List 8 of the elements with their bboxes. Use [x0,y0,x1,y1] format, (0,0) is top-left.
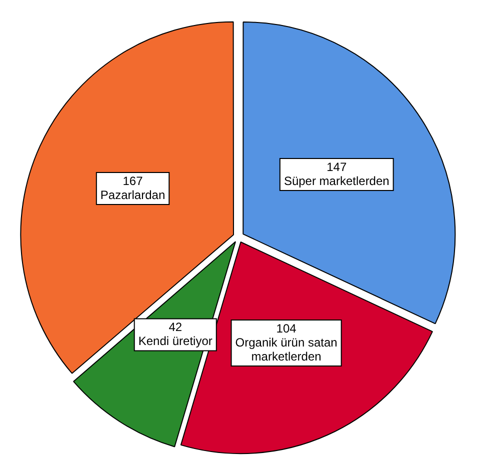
slice-label: Süper marketlerden [284,174,390,188]
data-label: 104 [276,321,297,336]
data-label: 147 [326,160,347,174]
slice-label: Kendi üretiyor [138,334,212,348]
data-label: 167 [122,174,144,188]
slice-label: Organik ürün satan marketlerden [235,335,338,364]
slice-label: Pazarlardan [100,188,166,202]
data-label: 42 [168,320,182,334]
